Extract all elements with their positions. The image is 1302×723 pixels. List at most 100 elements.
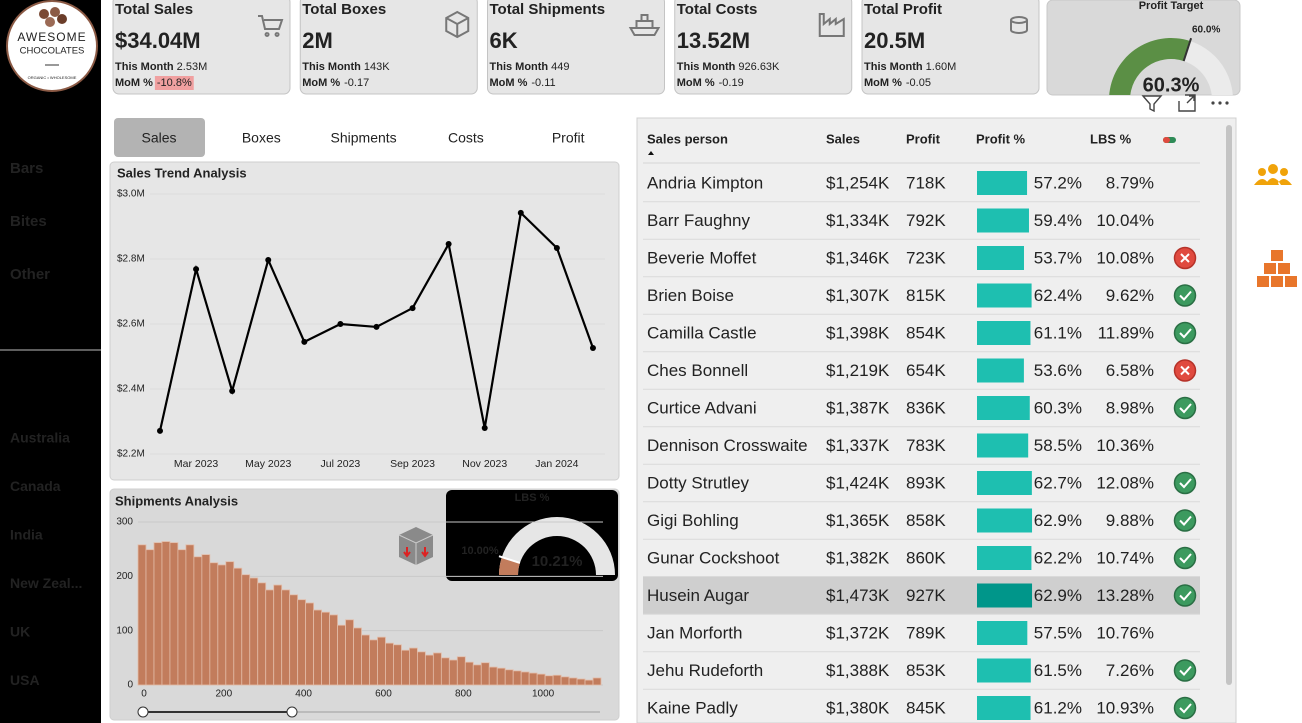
tab[interactable]: Profit bbox=[552, 130, 585, 146]
cell-profit-pct: 62.4% bbox=[1034, 286, 1082, 305]
table-panel bbox=[636, 117, 1237, 723]
cell-name[interactable]: Dotty Strutley bbox=[647, 473, 750, 492]
more-button[interactable] bbox=[1211, 101, 1229, 105]
kpi-value: 2M bbox=[302, 28, 333, 53]
people-icon bbox=[1254, 164, 1292, 185]
cell-name[interactable]: Ches Bonnell bbox=[647, 361, 748, 380]
kpi-mom-label: MoM % bbox=[115, 77, 153, 89]
y-tick-label: $3.0M bbox=[117, 189, 145, 200]
filter-button[interactable] bbox=[1141, 95, 1163, 113]
tab[interactable]: Boxes bbox=[242, 130, 281, 146]
tab[interactable]: Sales bbox=[141, 130, 176, 146]
cell-profit-pct: 62.9% bbox=[1034, 586, 1082, 605]
sidebar-country[interactable]: India bbox=[10, 527, 43, 543]
cell-profit: 718K bbox=[906, 173, 946, 192]
cell-name[interactable]: Curtice Advani bbox=[647, 398, 757, 417]
histogram-bar bbox=[512, 670, 522, 686]
histogram-bar bbox=[544, 675, 554, 686]
logo-icon bbox=[50, 7, 60, 17]
focus-button[interactable] bbox=[1178, 94, 1196, 112]
cell-lbs: 12.08% bbox=[1096, 473, 1154, 492]
cell-name[interactable]: Jehu Rudeforth bbox=[647, 661, 763, 680]
kpi-icon bbox=[258, 15, 284, 37]
kpi-value: 20.5M bbox=[864, 28, 925, 53]
status-check bbox=[1173, 284, 1197, 307]
gauge-title: Profit Target bbox=[1139, 0, 1204, 12]
histogram-bar bbox=[440, 657, 450, 686]
histogram-bar bbox=[241, 574, 251, 686]
histogram-bar bbox=[337, 624, 346, 686]
gauge-value bbox=[1109, 38, 1191, 95]
cell-name[interactable]: Jan Morforth bbox=[647, 623, 742, 642]
cell-lbs: 7.26% bbox=[1106, 661, 1154, 680]
cell-name[interactable]: Husein Augar bbox=[647, 586, 749, 605]
sidebar-country[interactable]: New Zeal... bbox=[10, 575, 82, 591]
kpi-value: $34.04M bbox=[115, 28, 201, 53]
cell-profit-pct: 61.5% bbox=[1034, 661, 1082, 680]
slider-handle[interactable] bbox=[286, 706, 298, 718]
sidebar-country[interactable]: Canada bbox=[10, 478, 61, 494]
logo-icon bbox=[45, 17, 55, 27]
cell-name[interactable]: Camilla Castle bbox=[647, 323, 757, 342]
gauge-target-label: 60.0% bbox=[1192, 25, 1220, 36]
check-mark bbox=[1179, 290, 1192, 301]
cell-name[interactable]: Dennison Crosswaite bbox=[647, 436, 808, 455]
tab[interactable]: Costs bbox=[448, 130, 484, 146]
cell-sales: $1,382K bbox=[826, 548, 890, 567]
profit-pct-bar bbox=[977, 508, 1033, 533]
histogram-bar bbox=[424, 654, 434, 686]
gauge-value-label: 10.21% bbox=[532, 553, 583, 570]
sidebar-country[interactable]: UK bbox=[10, 624, 30, 640]
sidebar-country[interactable]: USA bbox=[10, 672, 40, 688]
sidebar bbox=[0, 0, 101, 723]
y-tick-label: $2.6M bbox=[117, 319, 145, 330]
cell-sales: $1,346K bbox=[826, 248, 890, 267]
kpi-this-month-label: This Month bbox=[115, 61, 174, 73]
histogram-bar bbox=[321, 611, 330, 686]
head bbox=[1280, 168, 1288, 176]
cell-name[interactable]: Gunar Cockshoot bbox=[647, 548, 780, 567]
cell-name[interactable]: Barr Faughny bbox=[647, 211, 750, 230]
status-check bbox=[1173, 396, 1197, 420]
cross-mark bbox=[1180, 253, 1190, 263]
sidebar-country[interactable]: Australia bbox=[10, 430, 70, 446]
kpi-this-month-label: This Month bbox=[677, 61, 736, 73]
y-tick-label: 300 bbox=[116, 517, 133, 528]
y-tick-label: 200 bbox=[116, 571, 133, 582]
cell-profit-pct: 62.2% bbox=[1034, 548, 1082, 567]
tab[interactable]: Shipments bbox=[331, 130, 397, 146]
sidebar-category[interactable]: Other bbox=[10, 266, 50, 283]
sidebar-category[interactable]: Bites bbox=[10, 213, 47, 230]
cell-name[interactable]: Brien Boise bbox=[647, 286, 734, 305]
histogram-bar bbox=[488, 666, 498, 686]
histogram-bar bbox=[289, 594, 299, 686]
cell-profit: 836K bbox=[906, 398, 946, 417]
cell-profit: 927K bbox=[906, 586, 946, 605]
kpi-title: Total Costs bbox=[677, 1, 758, 18]
histogram-bar bbox=[528, 672, 538, 686]
histogram-bar bbox=[592, 677, 602, 686]
histogram-bar bbox=[217, 564, 227, 686]
check-mark bbox=[1179, 553, 1192, 564]
x-tick-label: 0 bbox=[141, 689, 147, 700]
cell-name[interactable]: Kaine Padly bbox=[647, 698, 738, 717]
histogram-bar bbox=[273, 584, 283, 686]
scrollbar[interactable] bbox=[1226, 125, 1232, 685]
cell-profit-pct: 62.7% bbox=[1034, 473, 1082, 492]
cell-name[interactable]: Gigi Bohling bbox=[647, 511, 739, 530]
histogram-bar bbox=[584, 679, 594, 686]
cell-name[interactable]: Beverie Moffet bbox=[647, 248, 757, 267]
kpi-this-month: 1.60M bbox=[926, 61, 957, 73]
kpi-title: Total Shipments bbox=[490, 1, 606, 18]
sidebar-category[interactable]: Bars bbox=[10, 160, 43, 177]
cell-name[interactable]: Andria Kimpton bbox=[647, 173, 763, 192]
histogram-bar bbox=[456, 656, 466, 686]
x-tick-label: Jul 2023 bbox=[321, 458, 361, 470]
histogram-bar bbox=[201, 554, 211, 686]
row-highlight bbox=[643, 576, 1200, 615]
slider-handle[interactable] bbox=[137, 706, 149, 718]
cell-lbs: 10.74% bbox=[1096, 548, 1154, 567]
trend-point bbox=[517, 209, 524, 216]
histogram-bar bbox=[576, 678, 586, 686]
